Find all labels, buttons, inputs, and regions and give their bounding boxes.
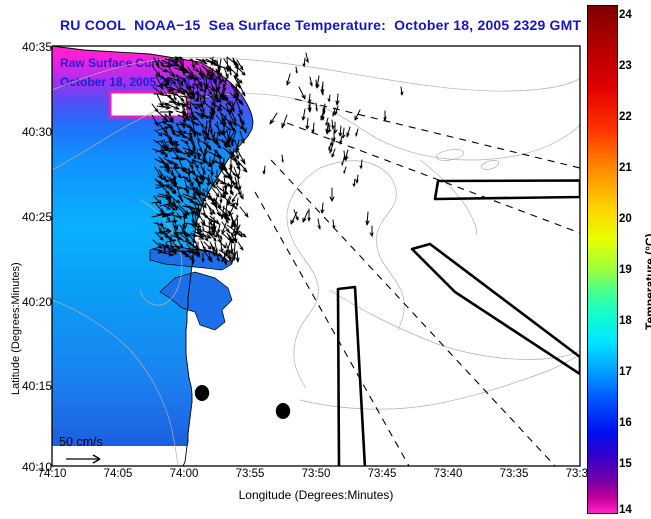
svg-text:50 cm/s: 50 cm/s — [59, 435, 103, 449]
svg-text:Raw Surface Current:: Raw Surface Current: — [60, 56, 183, 70]
